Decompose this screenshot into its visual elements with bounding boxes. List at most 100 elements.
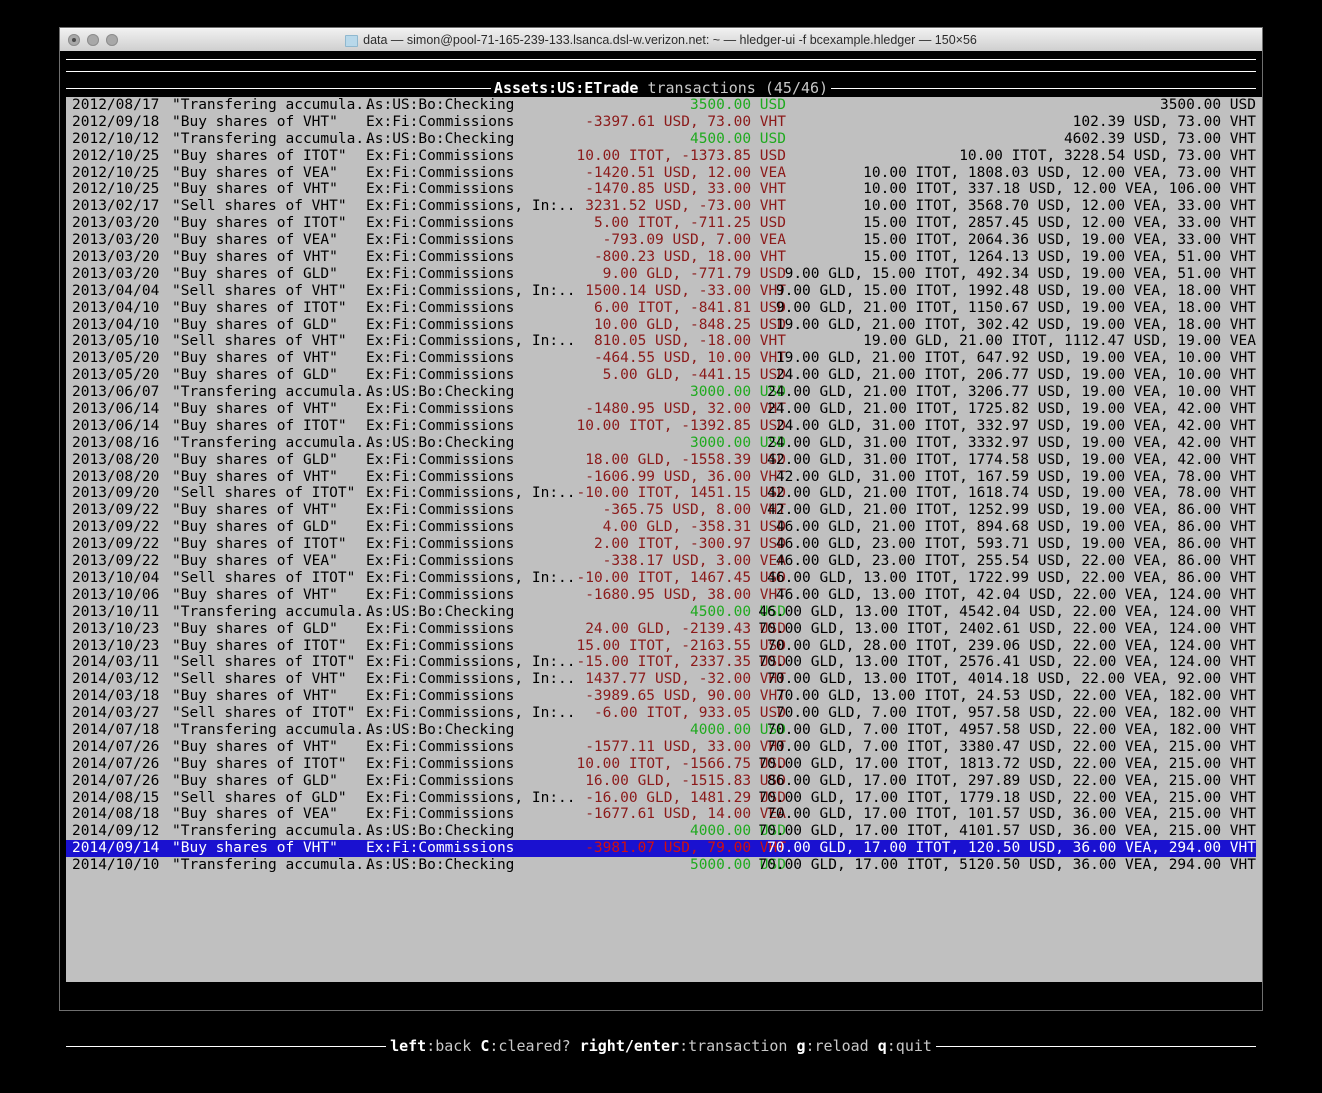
table-row[interactable]: 2014/03/18 "Buy shares of VHT" Ex:Fi:Commi… xyxy=(66,688,1256,705)
table-row[interactable]: 2013/06/07 "Transfering accumula.. As:US:B… xyxy=(66,384,1256,401)
row-cell-desc: "Buy shares of VHT" xyxy=(172,502,338,519)
row-cell-desc: "Sell shares of VHT" xyxy=(172,671,347,688)
row-cell-bal: 24.00 GLD, 31.00 ITOT, 3332.97 USD, 19.0… xyxy=(767,434,1256,451)
row-cell-amt: 4.00 GLD, -358.31 USD xyxy=(602,519,786,536)
window-controls[interactable] xyxy=(68,34,118,46)
row-cell-acct: Ex:Fi:Commissions xyxy=(366,451,515,468)
row-cell-desc: "Buy shares of VHT" xyxy=(172,401,338,418)
row-cell-date: 2012/08/17 xyxy=(72,97,160,113)
row-cell-amt: -1420.51 USD, 12.00 VEA xyxy=(585,164,786,181)
table-row[interactable]: 2013/09/22 "Buy shares of GLD" Ex:Fi:Commi… xyxy=(66,519,1256,536)
table-row[interactable]: 2013/10/04 "Sell shares of ITOT" Ex:Fi:Com… xyxy=(66,570,1256,587)
row-cell-date: 2013/10/23 xyxy=(72,620,160,637)
table-row[interactable]: 2013/03/20 "Buy shares of GLD" Ex:Fi:Commi… xyxy=(66,266,1256,283)
close-button[interactable] xyxy=(68,34,80,46)
table-row[interactable]: 2014/07/26 "Buy shares of GLD" Ex:Fi:Commi… xyxy=(66,773,1256,790)
table-row[interactable]: 2014/03/27 "Sell shares of ITOT" Ex:Fi:Com… xyxy=(66,705,1256,722)
row-cell-acct: As:US:Bo:Checking xyxy=(366,130,515,147)
table-row[interactable]: 2014/08/15 "Sell shares of GLD" Ex:Fi:Comm… xyxy=(66,790,1256,807)
row-cell-acct: Ex:Fi:Commissions, In:.. xyxy=(366,485,576,502)
row-cell-amt: -16.00 GLD, 1481.29 USD xyxy=(585,789,786,806)
key-cleared?[interactable]: C xyxy=(480,1037,490,1055)
table-row[interactable]: 2012/10/12 "Transfering accumula.. As:US:B… xyxy=(66,131,1256,148)
row-cell-amt: 4500.00 USD xyxy=(689,130,786,147)
row-cell-desc: "Buy shares of VHT" xyxy=(172,249,338,266)
key-reload[interactable]: g xyxy=(796,1037,806,1055)
table-row[interactable]: 2013/04/10 "Buy shares of GLD" Ex:Fi:Commi… xyxy=(66,317,1256,334)
transactions-list[interactable]: 2012/08/17 "Transfering accumula.. As:US:B… xyxy=(66,97,1256,874)
table-row[interactable]: 2014/09/14 "Buy shares of VHT" Ex:Fi:Commi… xyxy=(66,840,1256,858)
table-row[interactable]: 2013/08/20 "Buy shares of GLD" Ex:Fi:Commi… xyxy=(66,452,1256,469)
table-row[interactable]: 2013/09/22 "Buy shares of VEA" Ex:Fi:Commi… xyxy=(66,553,1256,570)
row-cell-amt: 9.00 GLD, -771.79 USD xyxy=(602,265,786,282)
minimize-button[interactable] xyxy=(87,34,99,46)
table-row[interactable]: 2013/04/10 "Buy shares of ITOT" Ex:Fi:Comm… xyxy=(66,300,1256,317)
key-action-cleared?: :cleared? xyxy=(489,1037,571,1055)
table-row[interactable]: 2013/04/04 "Sell shares of VHT" Ex:Fi:Comm… xyxy=(66,283,1256,300)
table-row[interactable]: 2013/05/20 "Buy shares of VHT" Ex:Fi:Commi… xyxy=(66,350,1256,367)
table-row[interactable]: 2013/10/23 "Buy shares of GLD" Ex:Fi:Commi… xyxy=(66,621,1256,638)
terminal-screen[interactable]: Assets:US:ETrade transactions (45/46) 20… xyxy=(60,51,1262,1055)
table-row[interactable]: 2014/08/18 "Buy shares of VEA" Ex:Fi:Commi… xyxy=(66,806,1256,823)
keybinding-hints[interactable]: left:back C:cleared? right/enter:transac… xyxy=(386,1037,936,1055)
row-cell-amt: 15.00 ITOT, -2163.55 USD xyxy=(576,637,786,654)
table-row[interactable]: 2012/10/25 "Buy shares of VHT" Ex:Fi:Commi… xyxy=(66,181,1256,198)
table-row[interactable]: 2013/06/14 "Buy shares of ITOT" Ex:Fi:Comm… xyxy=(66,418,1256,435)
table-row[interactable]: 2014/07/26 "Buy shares of VHT" Ex:Fi:Commi… xyxy=(66,739,1256,756)
row-cell-bal: 46.00 GLD, 21.00 ITOT, 894.68 USD, 19.00… xyxy=(775,519,1256,536)
table-row[interactable]: 2013/05/20 "Buy shares of GLD" Ex:Fi:Commi… xyxy=(66,367,1256,384)
table-row[interactable]: 2013/02/17 "Sell shares of VHT" Ex:Fi:Comm… xyxy=(66,198,1256,215)
row-cell-acct: As:US:Bo:Checking xyxy=(366,434,515,451)
row-cell-date: 2014/08/18 xyxy=(72,806,160,823)
row-cell-bal: 42.00 GLD, 21.00 ITOT, 1252.99 USD, 19.0… xyxy=(767,502,1256,519)
table-row[interactable]: 2013/09/22 "Buy shares of ITOT" Ex:Fi:Comm… xyxy=(66,536,1256,553)
row-cell-acct: Ex:Fi:Commissions, In:.. xyxy=(366,789,576,806)
table-row[interactable]: 2013/10/23 "Buy shares of ITOT" Ex:Fi:Comm… xyxy=(66,638,1256,655)
table-row[interactable]: 2012/10/25 "Buy shares of VEA" Ex:Fi:Commi… xyxy=(66,165,1256,182)
row-cell-date: 2013/10/06 xyxy=(72,586,160,603)
table-row[interactable]: 2014/10/10 "Transfering accumula.. As:US:B… xyxy=(66,857,1256,874)
table-row[interactable]: 2013/08/20 "Buy shares of VHT" Ex:Fi:Commi… xyxy=(66,469,1256,486)
window-titlebar[interactable]: data — simon@pool-71-165-239-133.lsanca.… xyxy=(60,28,1262,52)
footer-rule-left xyxy=(66,1045,387,1047)
table-row[interactable]: 2012/09/18 "Buy shares of VHT" Ex:Fi:Commi… xyxy=(66,114,1256,131)
header-account: Assets:US:ETrade xyxy=(493,79,639,97)
row-cell-date: 2013/06/14 xyxy=(72,401,160,418)
table-row[interactable]: 2013/10/06 "Buy shares of VHT" Ex:Fi:Commi… xyxy=(66,587,1256,604)
row-cell-bal: 46.00 GLD, 23.00 ITOT, 593.71 USD, 19.00… xyxy=(775,536,1256,553)
table-row[interactable]: 2013/09/22 "Buy shares of VHT" Ex:Fi:Commi… xyxy=(66,502,1256,519)
scrollbar-track[interactable] xyxy=(1256,97,1262,982)
table-row[interactable]: 2013/03/20 "Buy shares of VHT" Ex:Fi:Commi… xyxy=(66,249,1256,266)
zoom-button[interactable] xyxy=(106,34,118,46)
key-transaction[interactable]: right/enter xyxy=(579,1037,680,1055)
row-cell-desc: "Sell shares of ITOT" xyxy=(172,569,356,586)
terminal-window: data — simon@pool-71-165-239-133.lsanca.… xyxy=(60,28,1262,1055)
table-row[interactable]: 2013/05/10 "Sell shares of VHT" Ex:Fi:Comm… xyxy=(66,333,1256,350)
table-row[interactable]: 2013/10/11 "Transfering accumula.. As:US:B… xyxy=(66,604,1256,621)
table-row[interactable]: 2014/09/12 "Transfering accumula.. As:US:B… xyxy=(66,823,1256,840)
table-row[interactable]: 2014/07/18 "Transfering accumula.. As:US:B… xyxy=(66,722,1256,739)
table-row[interactable]: 2013/08/16 "Transfering accumula.. As:US:B… xyxy=(66,435,1256,452)
row-cell-bal: 46.00 GLD, 13.00 ITOT, 4542.04 USD, 22.0… xyxy=(758,603,1256,620)
table-row[interactable]: 2013/09/20 "Sell shares of ITOT" Ex:Fi:Com… xyxy=(66,485,1256,502)
row-cell-bal: 46.00 GLD, 13.00 ITOT, 42.04 USD, 22.00 … xyxy=(775,586,1256,603)
row-cell-amt: -365.75 USD, 8.00 VHT xyxy=(602,502,786,519)
row-cell-acct: Ex:Fi:Commissions, In:.. xyxy=(366,705,576,722)
row-cell-amt: -338.17 USD, 3.00 VEA xyxy=(602,553,786,570)
transactions-pane[interactable]: 2012/08/17 "Transfering accumula.. As:US:B… xyxy=(66,97,1262,982)
table-row[interactable]: 2012/08/17 "Transfering accumula.. As:US:B… xyxy=(66,97,1256,114)
table-row[interactable]: 2013/03/20 "Buy shares of ITOT" Ex:Fi:Comm… xyxy=(66,215,1256,232)
table-row[interactable]: 2014/03/12 "Sell shares of VHT" Ex:Fi:Comm… xyxy=(66,671,1256,688)
table-row[interactable]: 2013/06/14 "Buy shares of VHT" Ex:Fi:Commi… xyxy=(66,401,1256,418)
row-cell-bal: 46.00 GLD, 23.00 ITOT, 255.54 USD, 22.00… xyxy=(775,553,1256,570)
row-cell-desc: "Sell shares of ITOT" xyxy=(172,485,356,502)
row-cell-desc: "Buy shares of ITOT" xyxy=(172,215,347,232)
key-quit[interactable]: q xyxy=(877,1037,887,1055)
key-back[interactable]: left xyxy=(390,1037,427,1055)
row-cell-acct: Ex:Fi:Commissions, In:.. xyxy=(366,671,576,688)
table-row[interactable]: 2014/07/26 "Buy shares of ITOT" Ex:Fi:Comm… xyxy=(66,756,1256,773)
table-row[interactable]: 2012/10/25 "Buy shares of ITOT" Ex:Fi:Comm… xyxy=(66,148,1256,165)
table-row[interactable]: 2013/03/20 "Buy shares of VEA" Ex:Fi:Commi… xyxy=(66,232,1256,249)
row-cell-acct: Ex:Fi:Commissions xyxy=(366,553,515,570)
table-row[interactable]: 2014/03/11 "Sell shares of ITOT" Ex:Fi:Com… xyxy=(66,654,1256,671)
